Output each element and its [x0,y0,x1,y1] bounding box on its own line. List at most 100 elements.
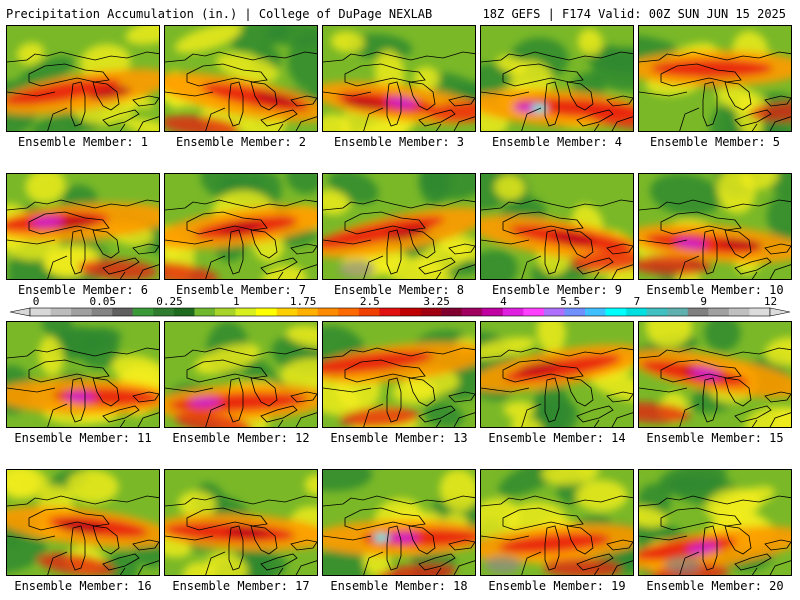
colorbar-tick-label: 9 [700,296,707,308]
member-caption: Ensemble Member: 8 [333,283,465,297]
great-lakes-outline [165,347,317,427]
colorbar-swatch [502,308,524,316]
precip-field [639,322,791,427]
precip-field [7,26,159,131]
precip-blobs [7,26,159,131]
member-map-10 [638,173,792,280]
member-caption: Ensemble Member: 18 [330,579,468,593]
colorbar-tick-label: 5.5 [560,296,580,308]
page-title: Precipitation Accumulation (in.) | Colle… [6,7,433,21]
great-lakes-outline [481,347,633,427]
great-lakes-outline [323,51,475,131]
colorbar-swatch [276,308,298,316]
precip-field [639,26,791,131]
colorbar-swatch [358,308,380,316]
colorbar-swatch [420,308,442,316]
great-lakes-outline [639,347,791,427]
model-run-info: 18Z GEFS | F174 Valid: 00Z SUN JUN 15 20… [482,7,786,21]
colorbar-swatch [112,308,134,316]
member-caption: Ensemble Member: 12 [172,431,310,445]
member-map-8 [322,173,476,280]
colorbar-swatch [379,308,401,316]
precip-field [7,470,159,575]
great-lakes-outline [323,347,475,427]
colorbar-swatch [50,308,72,316]
great-lakes-outline [323,199,475,279]
precip-blobs [165,174,317,279]
colorbar-swatch [708,308,730,316]
member-map-9 [480,173,634,280]
member-caption: Ensemble Member: 13 [330,431,468,445]
member-caption: Ensemble Member: 11 [14,431,152,445]
member-caption: Ensemble Member: 20 [646,579,784,593]
colorbar-swatch [564,308,586,316]
precip-blobs [323,470,475,575]
great-lakes-outline [7,347,159,427]
colorbar-swatch [523,308,545,316]
colorbar-tick-label: 0.25 [156,296,183,308]
member-map-12 [164,321,318,428]
precip-field [481,322,633,427]
precip-blobs [165,322,317,427]
colorbar-tick-label: 4 [500,296,507,308]
member-map-14 [480,321,634,428]
member-caption: Ensemble Member: 1 [17,135,149,149]
precip-field [323,174,475,279]
colorbar-swatch [482,308,504,316]
member-map-7 [164,173,318,280]
colorbar-swatch [194,308,216,316]
member-caption: Ensemble Member: 7 [175,283,307,297]
precip-field [7,174,159,279]
member-caption: Ensemble Member: 6 [17,283,149,297]
colorbar-tick-label: 1 [233,296,240,308]
precipitation-colorbar: 0 0.05 0.25 1 1.75 2.5 3.25 4 5.5 7 9 12 [8,295,792,324]
colorbar-swatch [728,308,750,316]
colorbar-tick-label: 2.5 [360,296,380,308]
great-lakes-outline [7,199,159,279]
colorbar-swatch [626,308,648,316]
member-map-18 [322,469,476,576]
great-lakes-outline [165,495,317,575]
member-map-3 [322,25,476,132]
colorbar-swatch [71,308,93,316]
precip-blobs [481,174,633,279]
colorbar-tick-label: 0 [33,296,40,308]
precip-field [481,26,633,131]
precip-blobs [323,174,475,279]
member-map-17 [164,469,318,576]
colorbar-swatch [749,308,771,316]
colorbar-swatch [646,308,668,316]
precip-field [323,26,475,131]
member-caption: Ensemble Member: 10 [646,283,784,297]
colorbar-swatch [338,308,360,316]
member-map-4 [480,25,634,132]
great-lakes-outline [481,51,633,131]
precip-blobs [7,322,159,426]
colorbar-swatch [585,308,607,316]
colorbar-swatch [317,308,339,316]
member-caption: Ensemble Member: 5 [649,135,781,149]
colorbar-tick-label: 3.25 [423,296,450,308]
member-caption: Ensemble Member: 4 [491,135,623,149]
member-map-19 [480,469,634,576]
colorbar-swatch [605,308,627,316]
precip-field [639,174,791,279]
colorbar-swatch [30,308,52,316]
colorbar-max-arrow [769,307,791,317]
precip-field [7,322,159,427]
member-map-16 [6,469,160,576]
precip-field [165,26,317,131]
great-lakes-outline [323,495,475,575]
great-lakes-outline [165,51,317,131]
colorbar-swatch [297,308,319,316]
member-map-15 [638,321,792,428]
precip-field [481,470,633,575]
member-caption: Ensemble Member: 14 [488,431,626,445]
colorbar-swatch [441,308,463,316]
precip-field [165,174,317,279]
great-lakes-outline [165,199,317,279]
member-map-2 [164,25,318,132]
great-lakes-outline [639,199,791,279]
colorbar-swatch [91,308,113,316]
colorbar-swatch [687,308,709,316]
